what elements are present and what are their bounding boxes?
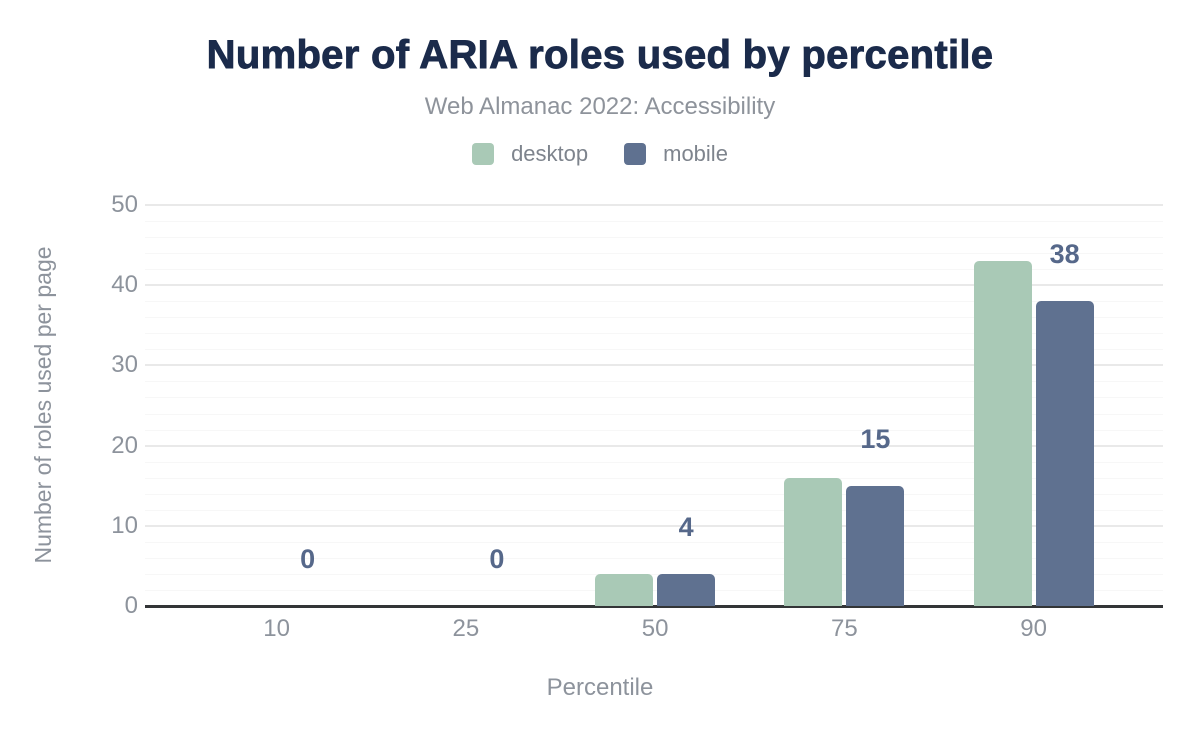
minor-gridline (145, 509, 1163, 511)
minor-gridline (145, 237, 1163, 239)
legend: desktop mobile (0, 141, 1200, 167)
y-tick-label: 0 (124, 592, 138, 619)
minor-gridline (145, 253, 1163, 255)
legend-label-mobile: mobile (663, 141, 728, 166)
minor-gridline (145, 461, 1163, 463)
major-gridline (145, 284, 1163, 287)
mobile-swatch-icon (624, 143, 647, 165)
bar-desktop-p75 (784, 477, 843, 606)
minor-gridline (145, 541, 1163, 543)
minor-gridline (145, 429, 1163, 431)
major-gridline (145, 204, 1163, 206)
y-axis-title: Number of roles used per page (30, 246, 56, 564)
y-tick-label: 30 (111, 351, 138, 379)
x-tick-label: 75 (831, 615, 858, 642)
y-tick-label: 10 (111, 511, 138, 539)
data-label-p75: 15 (860, 423, 891, 454)
data-label-p10: 0 (300, 544, 316, 574)
x-tick-label: 90 (1020, 615, 1047, 642)
desktop-swatch-icon (472, 143, 495, 165)
minor-gridline (145, 221, 1163, 223)
bar-mobile-p90 (1035, 301, 1094, 606)
minor-gridline (145, 397, 1163, 399)
bar-mobile-p75 (846, 485, 905, 606)
minor-gridline (145, 381, 1163, 383)
x-tick-label: 10 (263, 615, 290, 642)
minor-gridline (145, 333, 1163, 335)
legend-item-mobile: mobile (624, 141, 728, 167)
x-axis-line (145, 605, 1163, 608)
chart-subtitle: Web Almanac 2022: Accessibility (424, 93, 776, 120)
legend-item-desktop: desktop (472, 141, 588, 167)
minor-gridline (145, 349, 1163, 351)
bar-mobile-p50 (657, 573, 716, 606)
bar-desktop-p90 (973, 261, 1032, 606)
data-label-p25: 0 (489, 544, 505, 574)
x-tick-label: 25 (452, 615, 480, 642)
data-label-p90: 38 (1049, 239, 1080, 270)
minor-gridline (145, 589, 1163, 591)
chart-title: Number of ARIA roles used by percentile (206, 33, 994, 78)
major-gridline (145, 444, 1163, 447)
y-tick-label: 40 (111, 271, 138, 299)
x-axis-title: Percentile (546, 674, 654, 701)
minor-gridline (145, 477, 1163, 479)
bar-desktop-p50 (595, 573, 654, 606)
minor-gridline (145, 301, 1163, 303)
minor-gridline (145, 413, 1163, 415)
minor-gridline (145, 493, 1163, 495)
minor-gridline (145, 557, 1163, 559)
major-gridline (145, 524, 1163, 527)
y-tick-label: 20 (111, 431, 138, 459)
x-tick-label: 50 (641, 615, 669, 642)
minor-gridline (145, 317, 1163, 319)
minor-gridline (145, 269, 1163, 271)
legend-label-desktop: desktop (511, 141, 589, 166)
major-gridline (145, 364, 1163, 367)
y-tick-label: 50 (111, 191, 138, 218)
data-label-p50: 4 (678, 511, 694, 542)
minor-gridline (145, 573, 1163, 575)
